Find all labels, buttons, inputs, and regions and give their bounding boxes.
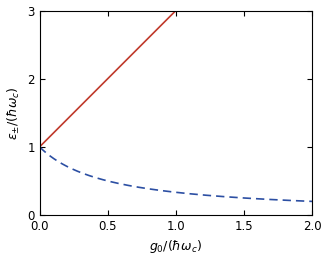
Y-axis label: $\epsilon_{\pm}/(\hbar\omega_c)$: $\epsilon_{\pm}/(\hbar\omega_c)$ bbox=[6, 86, 22, 140]
X-axis label: $g_0/(\hbar\omega_c)$: $g_0/(\hbar\omega_c)$ bbox=[149, 239, 202, 256]
